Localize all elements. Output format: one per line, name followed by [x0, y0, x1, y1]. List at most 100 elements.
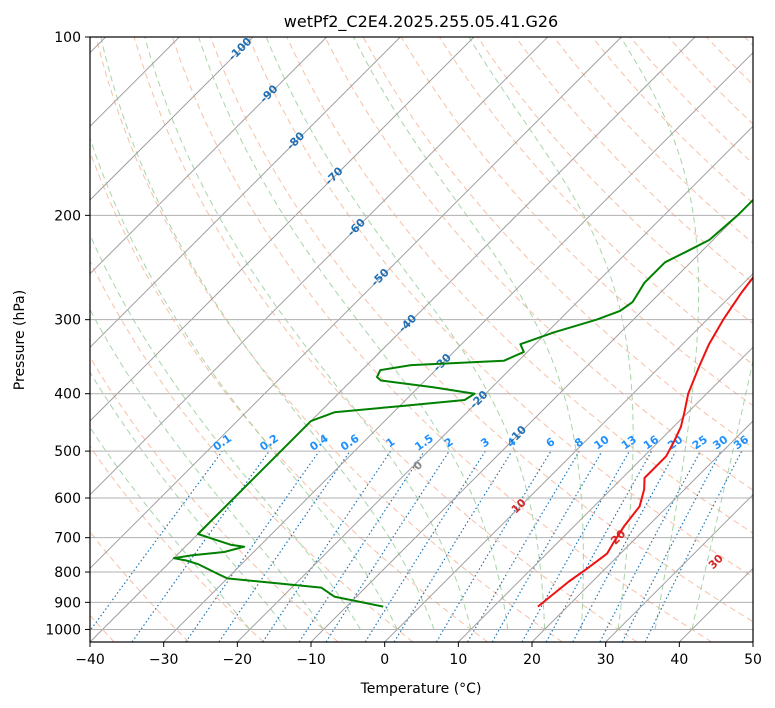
moist-adiabat-line	[265, 37, 546, 630]
mixing-ratio-label: 3	[478, 435, 492, 450]
mixing-ratio-line	[521, 450, 631, 642]
mixing-ratio-label: 0.2	[257, 432, 280, 454]
mixing-ratio-line	[218, 450, 351, 642]
isotherm-line	[90, 37, 622, 570]
y-tick-label: 100	[54, 30, 81, 46]
mixing-ratio-label: 30	[710, 433, 730, 453]
mixing-ratio-line	[131, 450, 270, 642]
isotherm-line	[752, 641, 753, 642]
mixing-ratio-line	[325, 450, 450, 642]
dry-adiabat-label: 10	[509, 496, 529, 516]
x-tick-label: 50	[744, 652, 762, 668]
moist-adiabat-line	[90, 233, 361, 630]
mixing-ratio-line	[644, 450, 743, 642]
y-tick-label: 800	[54, 565, 81, 581]
isotherm-line	[531, 420, 753, 642]
x-tick-label: −40	[75, 652, 105, 668]
y-tick-label: 400	[54, 387, 81, 403]
profile-series	[172, 198, 753, 608]
mixing-ratio-label: 6	[544, 435, 558, 450]
dry-adiabat-line	[90, 150, 488, 642]
x-tick-label: 20	[523, 652, 541, 668]
dry-adiabat-line	[286, 37, 753, 534]
y-tick-label: 1000	[45, 622, 81, 638]
mixing-ratio-line	[90, 450, 223, 632]
isotherm-line	[90, 37, 328, 275]
mixing-ratio-line	[364, 450, 486, 642]
y-tick-label: 300	[54, 313, 81, 329]
dry-adiabat-line	[324, 37, 753, 491]
mixing-ratio-label: 36	[731, 433, 751, 453]
dry-adiabat-line	[706, 37, 753, 86]
dry-adiabat-line	[95, 37, 563, 642]
isotherm-line	[678, 567, 753, 642]
isotherm-line	[605, 493, 753, 642]
mixing-ratio-label: 2	[442, 435, 456, 450]
isotherm-line	[384, 272, 753, 642]
dry-adiabat-line	[668, 37, 753, 125]
dry-adiabat-line	[90, 356, 339, 642]
temperature-profile-line	[537, 275, 753, 608]
moist-adiabat-line	[353, 37, 584, 630]
isotherm-line	[236, 125, 753, 642]
moist-adiabat-line	[90, 371, 288, 630]
dry-adiabat-line	[591, 37, 753, 204]
mixing-ratio-label: 0.4	[307, 432, 331, 454]
dry-adiabat-line	[90, 259, 414, 642]
y-tick-label: 700	[54, 531, 81, 547]
mixing-ratio-line	[545, 450, 653, 642]
moist-adiabat-line	[144, 37, 472, 630]
x-tick-label: 0	[380, 652, 389, 668]
mixing-ratio-label: 0.1	[211, 432, 234, 454]
grid-lines	[90, 36, 753, 630]
isotherm-line	[90, 37, 696, 642]
mixing-ratio-label: 16	[641, 433, 661, 453]
dry-adiabat-line	[171, 37, 712, 642]
moist-adiabat-line	[468, 37, 634, 630]
isotherm-line	[90, 37, 475, 422]
moist-adiabat-line	[198, 37, 509, 630]
moist-adiabat-line	[90, 308, 324, 630]
dry-adiabat-label: 30	[706, 552, 726, 572]
x-tick-label: −10	[296, 652, 326, 668]
y-tick-label: 900	[54, 595, 81, 611]
isotherm-line	[310, 199, 753, 642]
dewpoint-profile-line	[172, 198, 753, 608]
mixing-ratio-label: 20	[665, 433, 685, 453]
mixing-ratio-line	[298, 450, 425, 642]
x-tick-label: 40	[670, 652, 688, 668]
in-plot-labels: 0.1 0.2 0.4 0.6 1 1.5 2 3 4 6 8 10 13 16 20 25 30 36-100-…	[211, 35, 752, 572]
plot-frame	[89, 36, 754, 643]
mixing-ratio-line	[572, 450, 677, 642]
moist-adiabat-line	[90, 136, 398, 630]
isotherm-line	[90, 37, 401, 349]
y-axis-ticks: 100 200 300 400 500 600 700 800 900 1000	[45, 30, 90, 638]
mixing-ratio-line	[262, 450, 392, 642]
y-tick-label: 500	[54, 444, 81, 460]
isotherm-line	[90, 37, 254, 201]
mixing-ratio-label: 13	[619, 433, 639, 452]
mixing-ratio-line	[435, 450, 552, 642]
x-axis-ticks: −40 −30 −20 −10 0 10 20 30 40 50	[75, 642, 762, 668]
mixing-ratio-label: 1.5	[412, 432, 435, 454]
y-tick-label: 200	[54, 208, 81, 224]
x-tick-label: 10	[449, 652, 467, 668]
dry-adiabat-line	[90, 531, 190, 642]
dry-adiabat-line	[210, 37, 753, 623]
isotherm-line	[90, 37, 549, 496]
dry-adiabat-line	[553, 37, 753, 244]
mixing-ratio-label: 0.6	[338, 432, 362, 454]
x-tick-label: −20	[223, 652, 253, 668]
x-axis-label: Temperature (°C)	[360, 681, 482, 697]
y-axis-label: Pressure (hPa)	[12, 290, 28, 390]
dry-adiabat-line	[744, 37, 753, 47]
moist-adiabat-line	[620, 37, 700, 630]
mixing-ratio-line	[599, 450, 702, 642]
moist-adiabat-line	[90, 426, 251, 630]
x-tick-label: −30	[149, 652, 179, 668]
background-lines	[90, 37, 753, 642]
y-tick-label: 600	[54, 491, 81, 507]
mixing-ratio-line	[185, 450, 320, 642]
dry-adiabat-line	[133, 37, 638, 642]
